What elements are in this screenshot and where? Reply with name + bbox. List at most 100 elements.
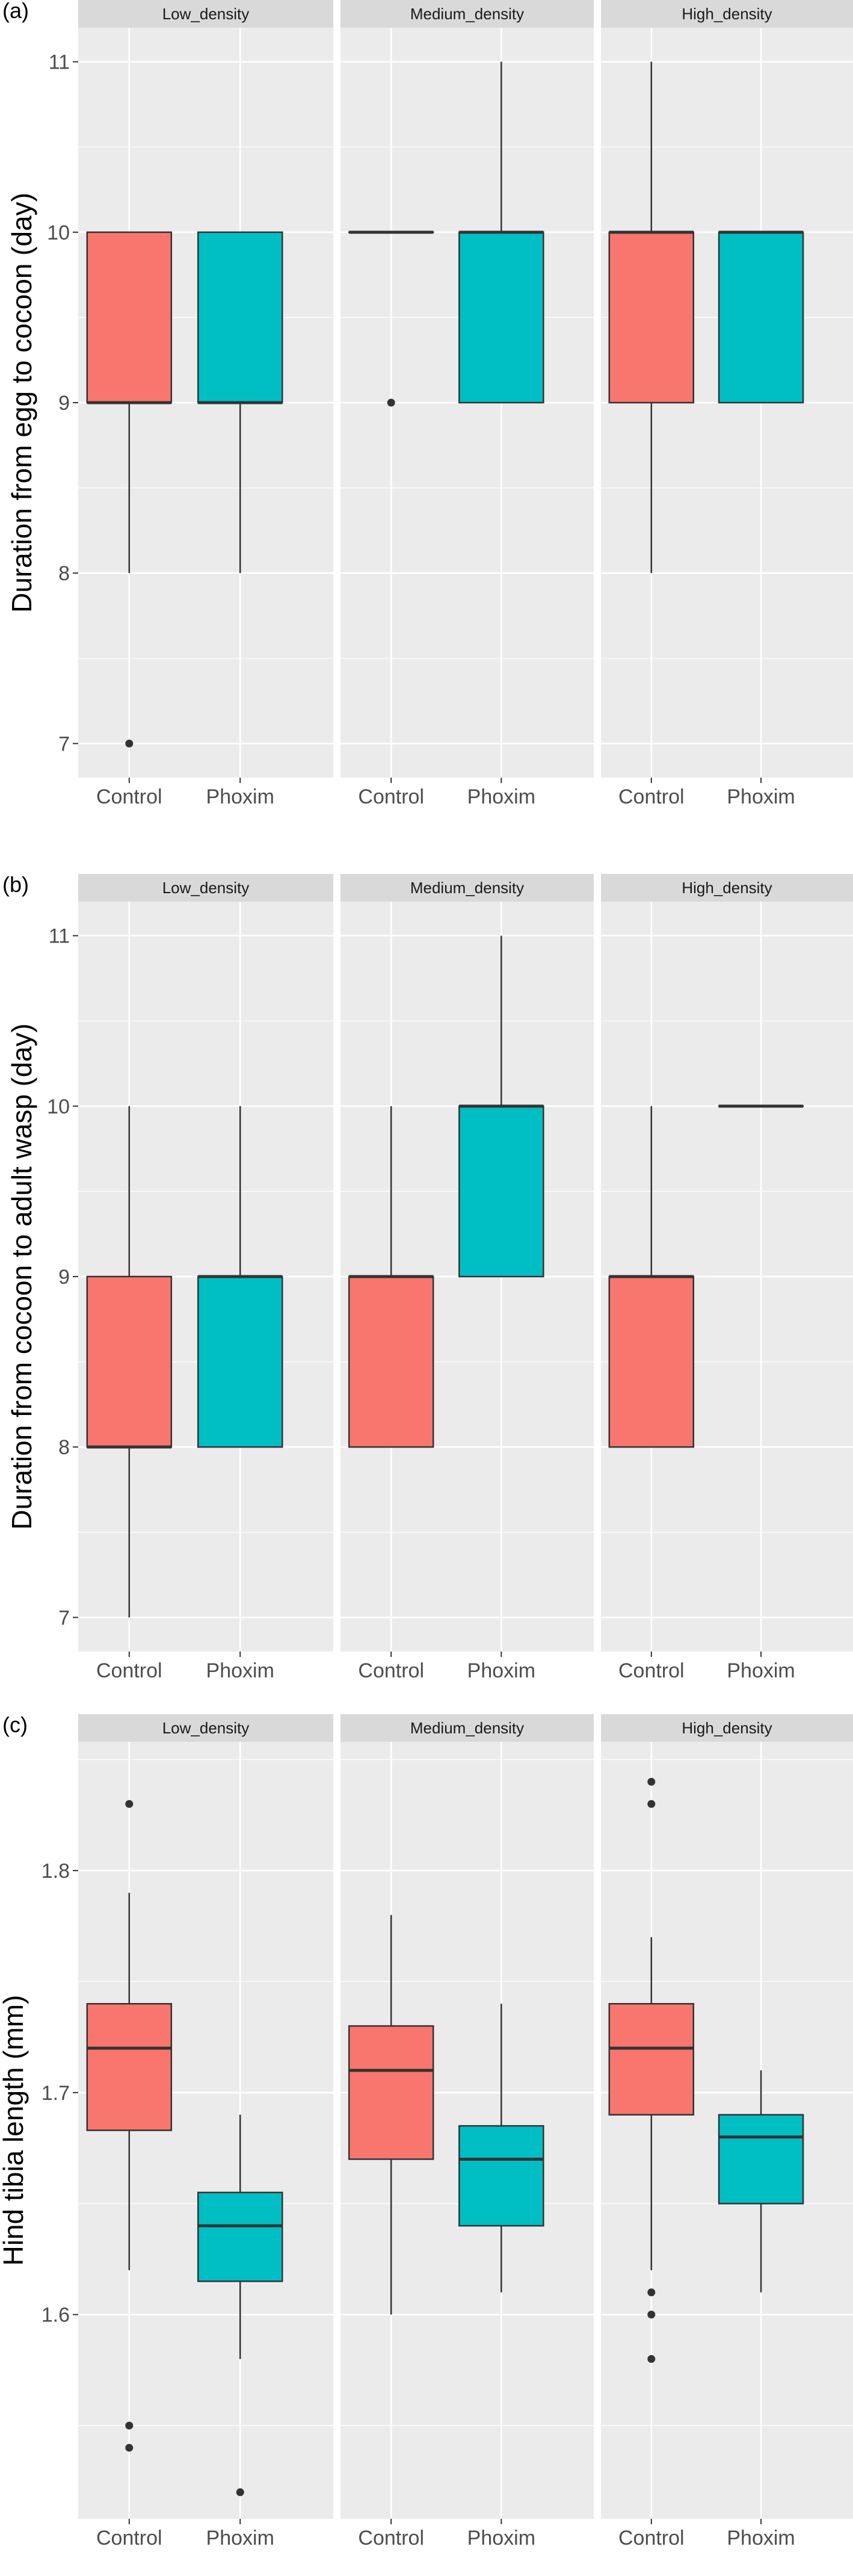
facet-low-density: Low_density Control Phoxim xyxy=(78,1714,333,2550)
x-tick-label: Control xyxy=(358,1659,424,1682)
x-tick-label: Phoxim xyxy=(727,1659,795,1682)
y-tick-label: 10 xyxy=(47,1095,70,1118)
x-tick-label: Control xyxy=(618,1659,685,1682)
box-iqr xyxy=(197,1275,283,1448)
outlier-point xyxy=(125,2421,134,2430)
box-control xyxy=(608,1777,695,2363)
facet-strip xyxy=(601,0,853,28)
outlier-point xyxy=(647,1800,656,1808)
outlier-point xyxy=(236,2488,244,2497)
y-tick-label: 8 xyxy=(58,562,70,585)
box-iqr xyxy=(458,1105,544,1278)
box-iqr xyxy=(458,2125,544,2227)
facet-strip xyxy=(78,874,333,902)
chart-panel-2: (b) Duration from cocoon to adult wasp (d… xyxy=(2,872,853,1682)
x-tick-label: Control xyxy=(358,2527,424,2550)
box-control xyxy=(86,1106,173,1618)
facet-strip-label: Medium_density xyxy=(410,5,524,23)
box-control xyxy=(348,1106,434,1448)
box-iqr xyxy=(86,2003,173,2131)
y-tick-label: 11 xyxy=(49,925,70,948)
panel-label: (c) xyxy=(2,1712,28,1737)
facet-strip-label: Low_density xyxy=(162,1719,250,1737)
box-phoxim xyxy=(197,231,283,574)
box-control xyxy=(86,231,173,748)
box-control xyxy=(608,61,695,574)
x-tick-label: Control xyxy=(96,785,162,808)
facet-strip-label: High_density xyxy=(682,879,772,897)
x-tick-label: Control xyxy=(358,785,424,808)
outlier-point xyxy=(647,2311,656,2319)
x-tick-label: Phoxim xyxy=(467,785,535,808)
y-tick-label: 11 xyxy=(49,51,70,74)
y-axis-label: Hind tibia length (mm) xyxy=(0,1995,29,2266)
chart-panel-3: (c) Hind tibia length (mm) 1.6 1.7 1.8 Low_de… xyxy=(0,1712,853,2550)
box-phoxim xyxy=(718,231,804,404)
facet-strip-label: Medium_density xyxy=(410,1719,524,1737)
y-tick-label: 1.8 xyxy=(42,1860,70,1883)
box-iqr xyxy=(197,2191,283,2282)
x-tick-label: Phoxim xyxy=(467,1659,535,1682)
outlier-point xyxy=(125,1800,134,1808)
y-tick-label: 1.7 xyxy=(42,2082,70,2105)
box-iqr xyxy=(608,2003,695,2116)
facet-strip xyxy=(78,1714,333,1742)
box-control xyxy=(608,1106,695,1448)
outlier-point xyxy=(125,739,134,748)
box-iqr xyxy=(718,2114,804,2205)
y-tick-label: 9 xyxy=(58,392,70,415)
x-tick-label: Phoxim xyxy=(727,2527,795,2550)
facet-high-density: High_density Control Phoxim xyxy=(601,0,853,808)
x-tick-label: Control xyxy=(96,2527,162,2550)
box-iqr xyxy=(718,231,804,404)
y-tick-label: 1.6 xyxy=(42,2304,70,2327)
facet-strip xyxy=(78,0,333,28)
facet-strip-label: Medium_density xyxy=(410,879,524,897)
facet-strip-label: High_density xyxy=(682,5,772,23)
box-phoxim xyxy=(458,2004,544,2293)
y-axis-label: Duration from cocoon to adult wasp (day) xyxy=(6,1023,37,1529)
box-phoxim xyxy=(718,2070,804,2293)
x-tick-label: Phoxim xyxy=(727,785,795,808)
facet-high-density: High_density Control Phoxim xyxy=(601,1714,853,2550)
box-phoxim xyxy=(197,2114,283,2497)
outlier-point xyxy=(647,2355,656,2363)
box-phoxim xyxy=(197,1106,283,1448)
facet-high-density: High_density Control Phoxim xyxy=(601,874,853,1682)
outlier-point xyxy=(125,2444,134,2452)
box-iqr xyxy=(197,231,283,404)
box-control xyxy=(348,1915,434,2315)
facet-strip-label: High_density xyxy=(682,1719,772,1737)
facet-strip-label: Low_density xyxy=(162,5,250,23)
x-tick-label: Phoxim xyxy=(206,785,274,808)
panel-label: (a) xyxy=(2,0,29,23)
box-iqr xyxy=(458,231,544,404)
y-tick-label: 9 xyxy=(58,1266,70,1289)
box-iqr xyxy=(608,1275,695,1448)
facet-strip xyxy=(340,874,594,902)
outlier-point xyxy=(647,2288,656,2297)
x-tick-label: Phoxim xyxy=(206,2527,274,2550)
box-iqr xyxy=(86,231,173,404)
panel-label: (b) xyxy=(2,872,29,897)
facet-strip-label: Low_density xyxy=(162,879,250,897)
y-tick-label: 8 xyxy=(58,1436,70,1459)
outlier-point xyxy=(647,1777,656,1786)
box-phoxim xyxy=(458,61,544,404)
box-control xyxy=(86,1800,173,2452)
facet-strip xyxy=(601,1714,853,1742)
chart-panel-1: (a) Duration from egg to cocoon (day) 7 8 9 1… xyxy=(2,0,853,808)
y-tick-label: 10 xyxy=(47,221,70,244)
x-tick-label: Control xyxy=(96,1659,162,1682)
outlier-point xyxy=(387,398,395,407)
facet-medium-density: Medium_density Control Phoxim xyxy=(340,0,594,808)
facet-medium-density: Medium_density Control Phoxim xyxy=(340,1714,594,2550)
facet-strip xyxy=(340,1714,594,1742)
facet-low-density: Low_density Control Phoxim xyxy=(78,874,333,1682)
x-tick-label: Control xyxy=(618,2527,685,2550)
facet-low-density: Low_density Control Phoxim xyxy=(78,0,333,808)
facet-strip xyxy=(340,0,594,28)
x-tick-label: Control xyxy=(618,785,685,808)
box-iqr xyxy=(608,231,695,404)
